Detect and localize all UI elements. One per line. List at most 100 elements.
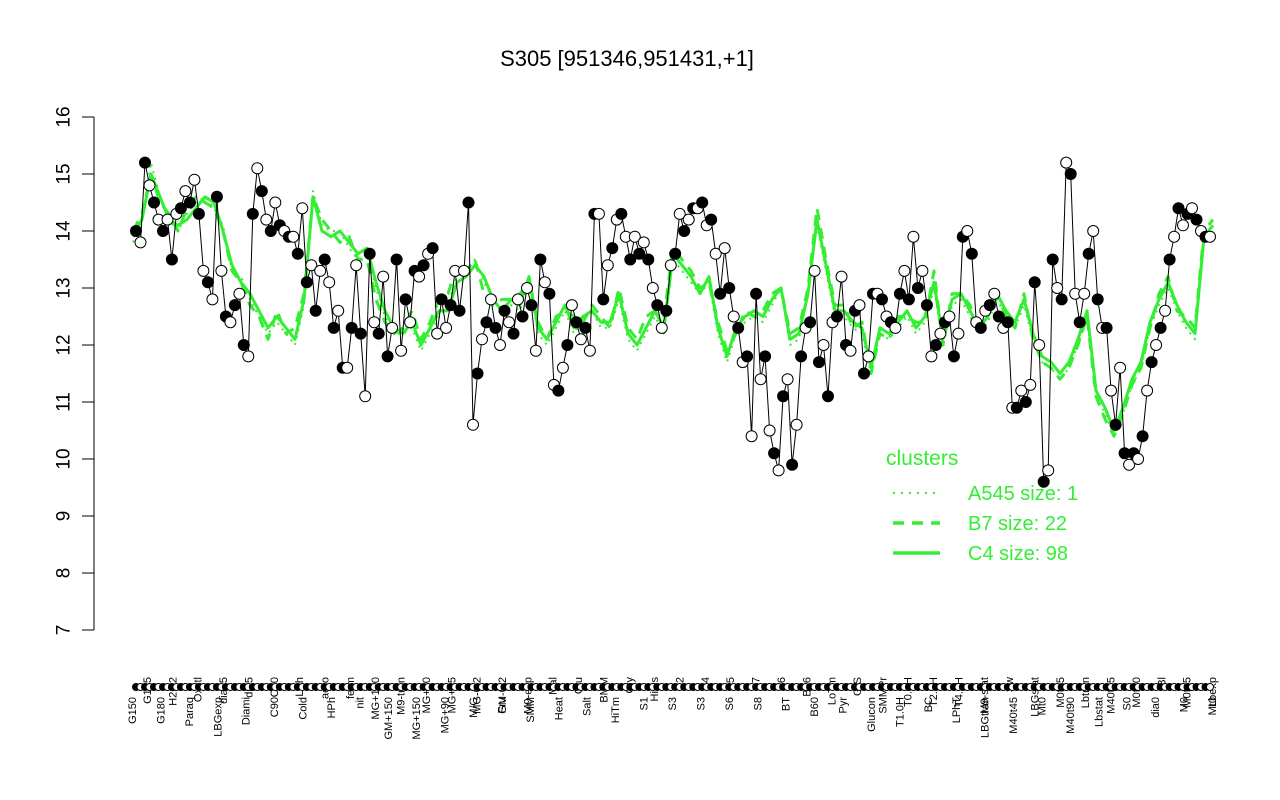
y-tick-label: 16 — [54, 106, 75, 127]
data-point — [534, 253, 547, 266]
x-category-label: HiTm — [610, 697, 622, 723]
x-category-label: Mt0 — [1207, 697, 1219, 715]
data-point — [664, 259, 677, 272]
data-point — [224, 316, 237, 329]
data-point — [134, 236, 147, 249]
x-category-label: S3 — [667, 697, 679, 710]
x-category-label: S3 — [695, 697, 707, 710]
series-line-a545 — [132, 161, 1214, 438]
data-point — [458, 264, 470, 277]
data-point — [404, 316, 417, 329]
data-point — [570, 316, 583, 329]
data-point — [947, 350, 960, 363]
x-category-label: dia0 — [1150, 697, 1162, 718]
data-point — [1073, 316, 1086, 329]
x-category-label: Diami — [241, 697, 253, 725]
data-point — [503, 316, 515, 329]
data-point — [1015, 384, 1028, 397]
data-point — [440, 321, 453, 334]
data-point — [920, 299, 933, 312]
data-point — [413, 270, 426, 283]
data-point — [974, 321, 987, 334]
data-point — [1055, 293, 1068, 306]
data-point — [255, 185, 268, 198]
data-point — [965, 247, 978, 260]
data-point — [1060, 156, 1073, 169]
data-point — [1109, 418, 1122, 431]
data-point — [844, 344, 857, 357]
x-category-label: LBGexp — [212, 697, 224, 737]
data-point — [1150, 339, 1163, 351]
data-point — [795, 350, 808, 363]
x-category-label: B60 — [809, 697, 821, 717]
x-category-label: M40t90 — [1065, 697, 1077, 734]
data-point — [296, 202, 309, 215]
data-point — [197, 264, 210, 277]
data-point — [615, 207, 628, 220]
data-point — [1145, 356, 1158, 369]
data-point — [790, 418, 803, 431]
data-point — [781, 373, 794, 386]
points-connector — [135, 162, 1210, 482]
x-category-label: M/G — [468, 697, 480, 718]
data-point — [727, 310, 740, 323]
legend-label-b7: B7 size: 22 — [968, 513, 1067, 535]
data-point — [368, 316, 381, 329]
data-point — [192, 207, 205, 220]
x-category-label: MG+90 — [440, 697, 452, 733]
x-category-label: Fru — [496, 697, 508, 714]
data-point — [858, 367, 870, 380]
data-point — [759, 350, 772, 363]
data-point — [768, 447, 781, 460]
data-point — [1154, 321, 1167, 334]
data-point — [804, 316, 817, 329]
data-point — [206, 293, 219, 306]
legend-label-c4: C4 size: 98 — [968, 543, 1068, 565]
data-point — [165, 253, 178, 266]
data-point — [853, 299, 866, 312]
x-category-label: S1 — [639, 697, 651, 710]
data-point — [525, 299, 538, 312]
data-point — [1082, 247, 1095, 260]
data-point — [516, 310, 529, 323]
data-point — [835, 270, 848, 283]
data-point — [592, 207, 605, 220]
data-point — [309, 304, 322, 317]
data-point — [1024, 378, 1037, 391]
data-point — [1051, 282, 1064, 294]
data-point — [323, 276, 336, 289]
data-point — [723, 282, 736, 294]
data-point — [260, 213, 273, 226]
x-category-label: M40t45 — [1106, 677, 1118, 714]
data-point — [1105, 384, 1118, 397]
data-point — [471, 367, 484, 380]
data-point — [291, 247, 304, 260]
data-point — [480, 316, 493, 329]
data-point — [300, 276, 313, 289]
data-point — [992, 310, 1005, 323]
x-category-label: MG+150 — [411, 697, 423, 740]
data-point — [1163, 253, 1176, 266]
data-point — [1123, 458, 1136, 471]
x-category-label: G150 — [127, 697, 139, 724]
x-category-label: H2O2 — [167, 677, 179, 706]
legend: clusters A545 size: 1 B7 size: 22 C4 siz… — [886, 447, 1078, 565]
data-point — [911, 282, 924, 294]
data-point — [732, 321, 745, 334]
data-point — [682, 213, 695, 226]
data-point — [359, 390, 372, 403]
data-point — [1204, 230, 1216, 243]
data-point — [381, 350, 394, 363]
data-point — [1141, 384, 1154, 397]
data-point — [893, 287, 906, 300]
data-point — [601, 259, 614, 272]
data-point — [215, 264, 228, 277]
data-point — [763, 424, 776, 437]
data-point — [1132, 453, 1145, 465]
data-point — [507, 327, 520, 340]
data-point — [179, 185, 192, 198]
x-category-label: SMMPr — [877, 677, 889, 714]
data-point — [1114, 361, 1127, 374]
data-point — [606, 242, 619, 255]
data-point — [435, 293, 448, 306]
